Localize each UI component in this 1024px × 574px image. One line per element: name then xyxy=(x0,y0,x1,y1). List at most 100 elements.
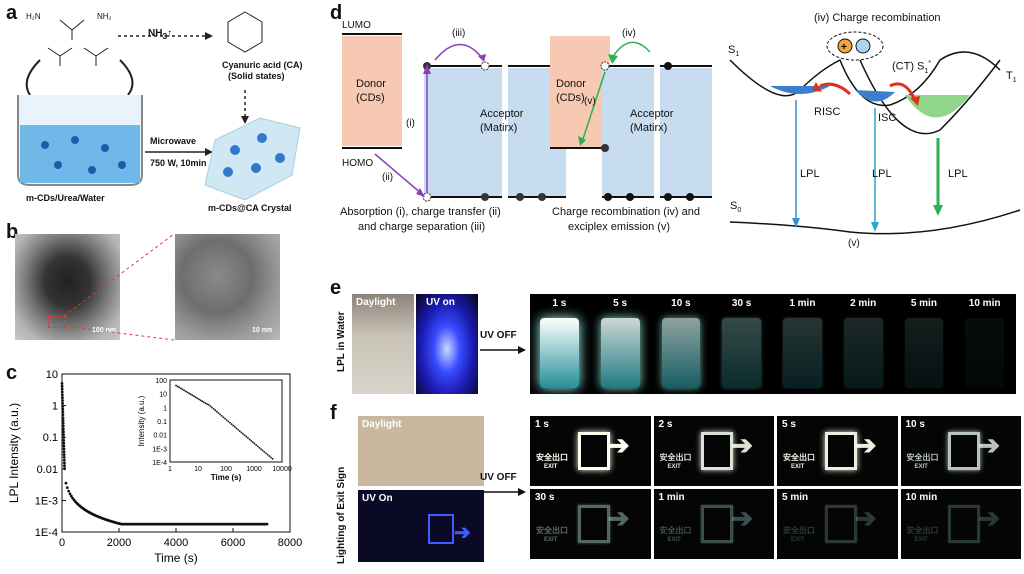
c-inset-data-point xyxy=(189,393,192,396)
c-y-tick-label: 1 xyxy=(52,401,58,413)
f-time-label: 2 s xyxy=(658,419,673,430)
f-time-tile: ➔ 安全出口 EXIT 1 min xyxy=(653,489,774,559)
c-data-point xyxy=(61,421,65,425)
exit-arrow-icon: ➔ xyxy=(978,503,1001,533)
urea-label-nh2: NH₂ xyxy=(97,12,112,21)
exit-door-icon xyxy=(824,505,857,543)
t1-label: T1 xyxy=(1006,70,1017,85)
c-inset-data-point xyxy=(260,448,262,451)
c-inset-y-tick-label: 100 xyxy=(155,378,167,385)
c-inset-data-point xyxy=(247,437,249,439)
solid-states-label: (Solid states) xyxy=(228,71,285,81)
c-inset-y-label: Intensity (a.u.) xyxy=(137,395,146,446)
acceptor-box-1a xyxy=(424,68,502,196)
c-inset-data-point xyxy=(194,396,197,399)
exit-door-icon xyxy=(948,432,981,470)
c-inset-data-point xyxy=(232,424,235,427)
step-v-label: (v) xyxy=(584,96,596,107)
c-inset-data-point xyxy=(178,386,181,389)
glowing-vial xyxy=(965,318,1004,388)
lpl-label-2: LPL xyxy=(872,168,892,180)
glowing-vial xyxy=(540,318,579,388)
crystal-label: m-CDs@CA Crystal xyxy=(208,203,292,213)
exit-sign-cn: 安全出口 xyxy=(659,453,692,462)
c-inset-data-point xyxy=(202,401,205,404)
c-inset-data-point xyxy=(225,419,228,421)
c-data-point xyxy=(62,461,66,465)
c-inset-y-tick-label: 0.01 xyxy=(153,433,167,440)
exit-sign-cn: 安全出口 xyxy=(906,526,939,535)
crystal-dots xyxy=(223,133,285,177)
glowing-vial xyxy=(843,318,883,388)
c-data-point xyxy=(64,481,68,485)
c-y-tick-label: 0.1 xyxy=(43,432,58,444)
step-iii-label: (iii) xyxy=(452,28,466,39)
panel-letter-d: d xyxy=(330,2,343,24)
urea-label-h2n: H₂N xyxy=(26,12,41,21)
donor-sub-label-1: (CDs) xyxy=(356,92,385,104)
daylight-vial-photo xyxy=(352,294,414,394)
e-time-label: 10 s xyxy=(671,298,691,309)
c-inset-data-point xyxy=(256,445,259,448)
caption-2a: Charge recombination (iv) and xyxy=(552,206,700,218)
exit-sign-en: EXIT xyxy=(667,464,681,470)
e-side-label: LPL in Water xyxy=(336,311,347,372)
c-inset-data-point xyxy=(245,435,248,438)
c-inset-data-point xyxy=(217,412,220,414)
c-inset-data-point xyxy=(207,403,210,406)
risc-label: RISC xyxy=(814,106,841,118)
c-inset-data-point xyxy=(255,444,258,446)
caption-1b: and charge separation (iii) xyxy=(358,221,486,233)
c-data-point xyxy=(61,410,65,414)
isc-label: ISC xyxy=(878,112,897,124)
c-inset-data-point xyxy=(197,398,200,401)
e-time-tile: 2 min xyxy=(833,294,893,394)
c-inset-data-point xyxy=(248,438,251,441)
c-y-tick-label: 0.01 xyxy=(37,464,58,476)
c-data-point xyxy=(61,413,65,417)
panel-letter-e: e xyxy=(330,277,342,299)
acceptor-box-2a xyxy=(602,68,654,196)
c-data-point xyxy=(61,407,65,411)
step-i-label: (i) xyxy=(406,118,415,129)
e-time-label: 5 s xyxy=(613,298,628,309)
c-data-point xyxy=(60,393,64,397)
exit-door-icon xyxy=(824,432,857,470)
e-uv-off-label: UV OFF xyxy=(480,330,517,341)
exit-sign-en: EXIT xyxy=(791,464,805,470)
cyanuric-acid-label: Cyanuric acid (CA) xyxy=(222,60,303,70)
c-data-point xyxy=(63,467,66,471)
homo-label: HOMO xyxy=(342,158,374,169)
carbon-dots xyxy=(41,136,126,174)
t1-well-fill xyxy=(905,95,970,118)
power-label: 750 W, 10min xyxy=(150,158,207,168)
c-x-tick-label: 0 xyxy=(59,537,65,549)
s1-label: S1 xyxy=(728,44,740,59)
exit-arrow-icon: ➔ xyxy=(978,430,1001,460)
c-data-point xyxy=(67,489,71,493)
c-y-tick-label: 10 xyxy=(46,369,58,381)
c-data-point xyxy=(70,494,73,498)
c-inset-data-point xyxy=(243,434,246,437)
c-inset-x-tick-label: 1 xyxy=(168,466,172,473)
hole-icon xyxy=(837,38,853,54)
f-uv-off-label: UV OFF xyxy=(480,472,517,483)
c-inset-data-point xyxy=(209,405,212,408)
panel-f: Lighting of Exit Sign Daylight ➔ UV On U… xyxy=(330,412,1024,569)
ct-s1-label: (CT) S1* xyxy=(892,60,932,75)
exit-arrow-icon: ➔ xyxy=(854,503,877,533)
c-inset-data-point xyxy=(268,455,271,457)
c-inset-data-point xyxy=(224,417,226,420)
acceptor-sub-label-2: (Matirx) xyxy=(630,122,668,134)
c-inset-x-tick-label: 10000 xyxy=(272,466,292,473)
panel-e: LPL in Water Daylight UV on UV OFF 1 s 5 … xyxy=(330,290,1024,400)
exit-arrow-icon: ➔ xyxy=(607,430,630,460)
c-x-tick-label: 8000 xyxy=(278,537,302,549)
glowing-vial xyxy=(904,318,944,388)
c-x-axis-label: Time (s) xyxy=(154,551,198,565)
nh3-label: NH3↑ xyxy=(148,28,173,41)
c-data-point xyxy=(62,438,66,442)
acceptor-label-2: Acceptor xyxy=(630,108,674,120)
exit-door-icon xyxy=(577,505,610,543)
